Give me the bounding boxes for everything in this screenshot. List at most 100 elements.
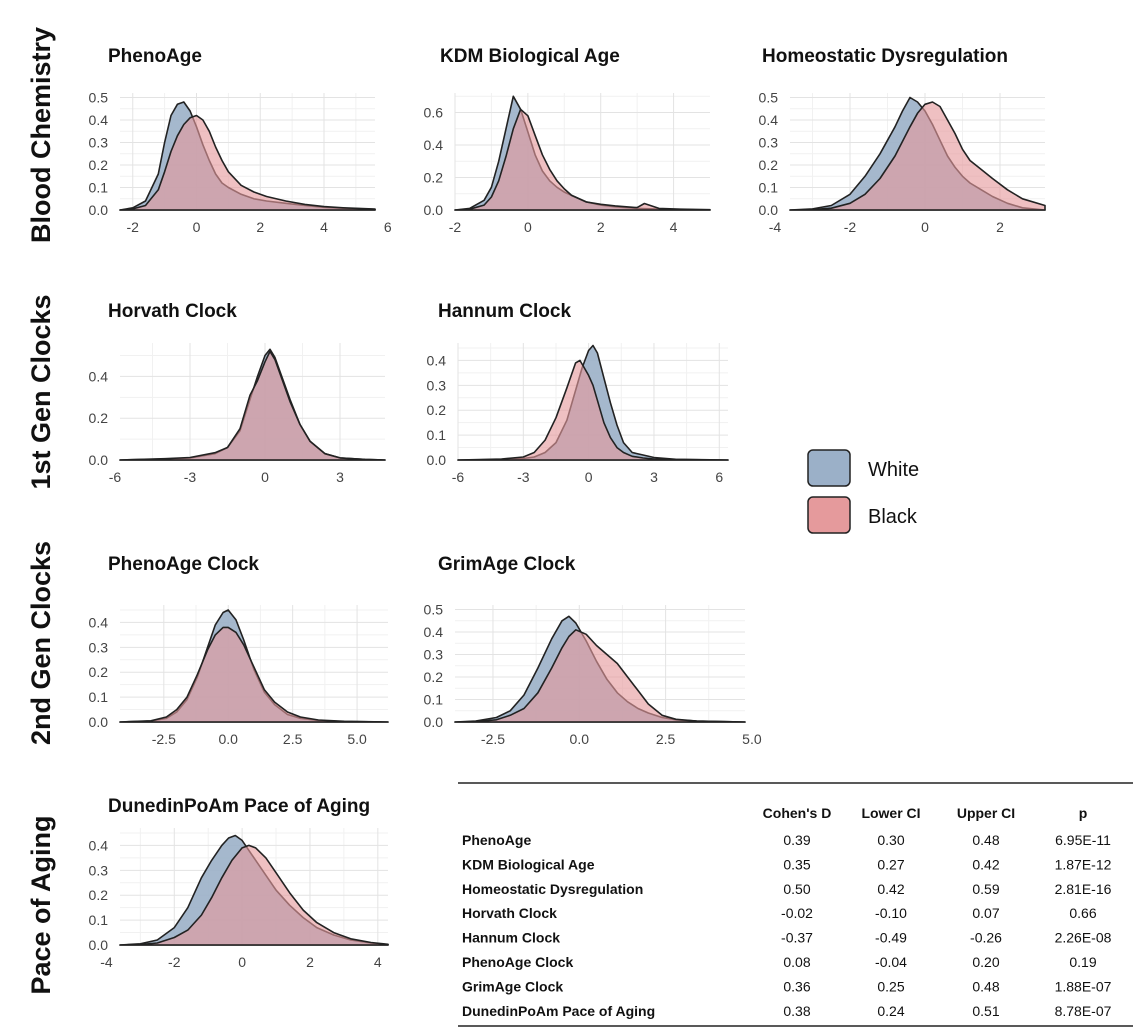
x-tick-label: -2 [168,954,181,970]
row-label-2nd-gen-clocks: 2nd Gen Clocks [26,541,56,745]
y-tick-label: 0.4 [89,614,109,630]
x-tick-label: 5.0 [347,731,367,747]
y-tick-label: 0.1 [89,912,109,928]
y-tick-label: 0.3 [89,862,109,878]
density-area-black [457,359,729,461]
table-cell-p: 2.81E-16 [1055,881,1112,897]
table-cell-upper-ci: 0.42 [972,856,999,872]
table-header-lower-ci: Lower CI [861,805,920,821]
panel-horvath-clock: -6 -3 0 3 0.0 0.2 0.4 Horvath Clock [89,301,386,485]
table-row-label: Hannum Clock [462,930,560,946]
y-tick-label: 0.3 [759,135,779,151]
table-row: PhenoAge 0.39 0.30 0.48 6.95E-11 [462,832,1111,848]
y-tick-label: 0.2 [89,410,109,426]
x-tick-label: 6 [384,219,392,235]
density-area-black [454,629,746,723]
x-tick-label: -3 [184,469,197,485]
table-body: PhenoAge 0.39 0.30 0.48 6.95E-11 KDM Biologic… [462,832,1112,1019]
x-tick-label: -6 [452,469,465,485]
y-tick-label: 0.4 [89,368,109,384]
y-tick-label: 0.4 [427,352,447,368]
table-row-label: PhenoAge [462,832,531,848]
table-cell-cohens-d: 0.50 [783,881,810,897]
y-tick-label: 0.0 [427,452,447,468]
density-area-black [454,108,711,211]
table-cell-upper-ci: 0.07 [972,905,999,921]
y-tick-label: 0.4 [89,112,109,128]
table-cell-lower-ci: -0.04 [875,954,907,970]
y-tick-label: 0.0 [89,937,109,953]
table-row: Hannum Clock -0.37 -0.49 -0.26 2.26E-08 [462,930,1112,946]
panel-grimage-clock: -2.5 0.0 2.5 5.0 0.0 0.1 0.2 0.3 0.4 0.5 GrimAge C… [424,554,762,747]
panel-phenoage-clock: -2.5 0.0 2.5 5.0 0.0 0.1 0.2 0.3 0.4 PhenoAge Clo… [89,554,389,747]
x-tick-label: 0 [585,469,593,485]
y-tick-label: 0.3 [89,135,109,151]
x-tick-label: -2.5 [152,731,176,747]
table-cell-cohens-d: -0.37 [781,930,813,946]
y-tick-label: 0.1 [89,180,109,196]
x-tick-label: -2.5 [481,731,505,747]
density-area-black [119,844,389,946]
x-tick-label: 2.5 [283,731,303,747]
table-cell-p: 1.87E-12 [1055,856,1112,872]
y-tick-label: 0.2 [89,887,109,903]
x-tick-label: 0 [524,219,532,235]
panel-title: PhenoAge [108,46,202,67]
legend-swatch-white [807,449,851,487]
x-tick-label: 4 [320,219,328,235]
table-cell-p: 8.78E-07 [1055,1003,1112,1019]
table-cell-cohens-d: 0.08 [783,954,810,970]
panel-title: Hannum Clock [438,301,571,322]
table-header-upper-ci: Upper CI [957,805,1015,821]
x-tick-label: 4 [670,219,678,235]
table-cell-upper-ci: 0.20 [972,954,999,970]
table-cell-cohens-d: 0.35 [783,856,810,872]
x-tick-label: -4 [100,954,113,970]
y-tick-label: 0.1 [424,692,444,708]
table-cell-p: 1.88E-07 [1055,978,1112,994]
panel-title: Horvath Clock [108,301,237,322]
panel-title: KDM Biological Age [440,46,620,67]
table-row: KDM Biological Age 0.35 0.27 0.42 1.87E-12 [462,856,1112,872]
y-tick-label: 0.4 [759,112,779,128]
y-tick-label: 0.3 [89,639,109,655]
y-tick-label: 0.1 [427,427,447,443]
y-tick-label: 0.1 [759,180,779,196]
table-row-label: Horvath Clock [462,905,557,921]
panel-phenoage: -2 0 2 4 6 0.0 0.1 0.2 0.3 0.4 0.5 PhenoAge [89,46,392,235]
table-cell-cohens-d: 0.38 [783,1003,810,1019]
panel-hannum-clock: -6 -3 0 3 6 0.0 0.1 0.2 0.3 0.4 Hannum Clock [427,301,729,485]
density-area-black [119,114,376,211]
y-tick-label: 0.2 [424,170,444,186]
table-cell-p: 0.66 [1069,905,1096,921]
table-cell-upper-ci: 0.51 [972,1003,999,1019]
x-tick-label: 0 [238,954,246,970]
table-cell-upper-ci: 0.59 [972,881,999,897]
x-tick-label: -2 [844,219,857,235]
y-tick-label: 0.4 [424,137,444,153]
x-tick-label: -3 [517,469,530,485]
table-row: PhenoAge Clock 0.08 -0.04 0.20 0.19 [462,954,1097,970]
y-tick-label: 0.2 [424,669,444,685]
table-cell-lower-ci: 0.42 [877,881,904,897]
table-cell-cohens-d: 0.36 [783,978,810,994]
x-tick-label: 6 [715,469,723,485]
table-header-cohens-d: Cohen's D [763,805,832,821]
y-tick-label: 0.4 [424,624,444,640]
table-cell-lower-ci: 0.30 [877,832,904,848]
table-cell-cohens-d: 0.39 [783,832,810,848]
y-tick-label: 0.5 [89,90,109,106]
y-tick-label: 0.1 [89,689,109,705]
x-tick-label: 4 [374,954,382,970]
y-tick-label: 0.2 [759,157,779,173]
panel-kdm-biological-age: -2 0 2 4 0.0 0.2 0.4 0.6 KDM Biological Age [424,46,711,235]
table-row: Homeostatic Dysregulation 0.50 0.42 0.59 2.8… [462,881,1112,897]
x-tick-label: -6 [109,469,122,485]
y-tick-label: 0.0 [89,452,109,468]
y-tick-label: 0.0 [759,202,779,218]
density-area-black [119,626,389,723]
stats-table: Cohen's D Lower CI Upper CI p PhenoAge 0.… [458,782,1133,1027]
legend: White Black [807,449,919,534]
density-area-black [789,101,1046,211]
table-cell-lower-ci: -0.10 [875,905,907,921]
